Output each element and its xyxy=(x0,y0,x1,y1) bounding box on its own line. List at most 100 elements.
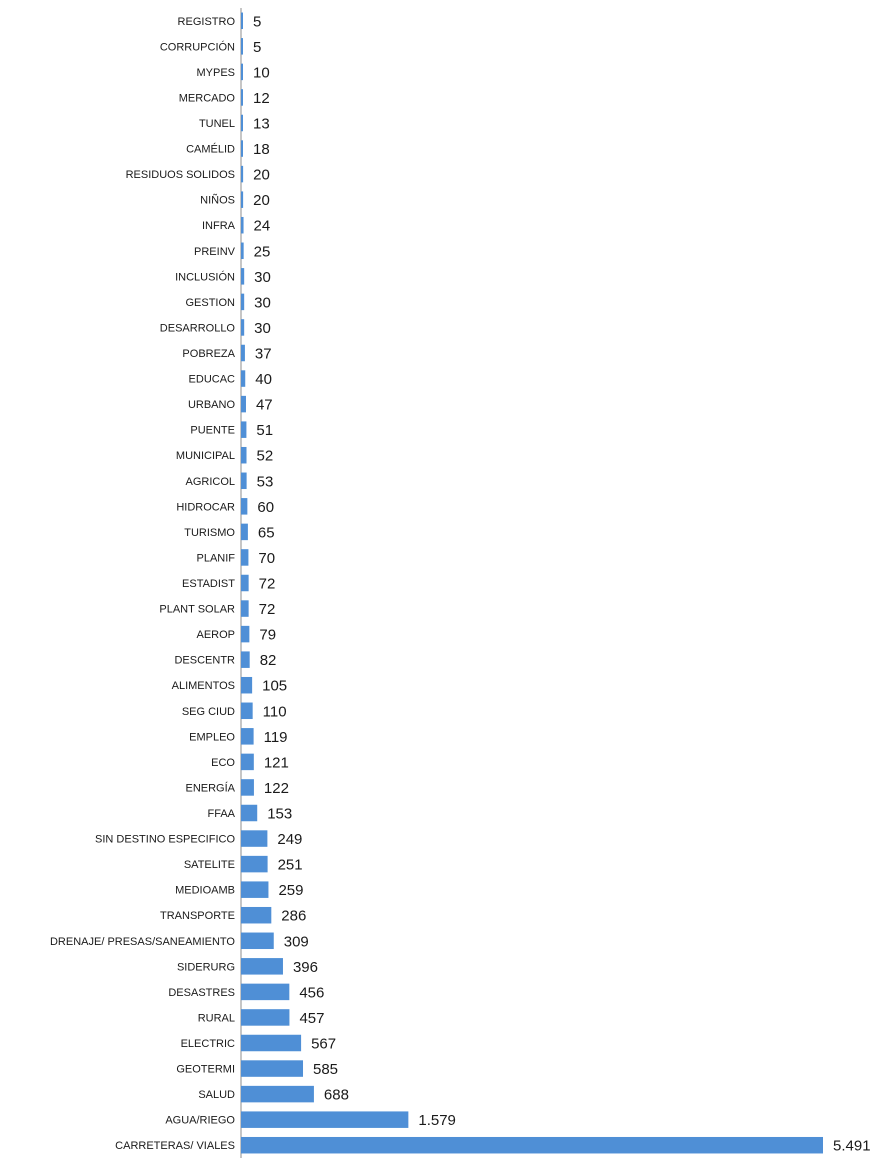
bar xyxy=(241,63,243,81)
value-label: 13 xyxy=(253,116,270,133)
category-label: PLANIF xyxy=(196,552,235,564)
bar xyxy=(241,676,253,694)
bar xyxy=(241,804,258,822)
category-label: AEROP xyxy=(196,629,235,641)
value-label: 30 xyxy=(254,294,271,311)
category-label: GEOTERMI xyxy=(176,1064,235,1076)
category-label: SEG CIUD xyxy=(182,706,235,718)
value-label: 105 xyxy=(262,678,287,695)
value-label: 10 xyxy=(253,64,270,81)
value-label: 72 xyxy=(259,576,276,593)
bar xyxy=(241,446,247,464)
category-label: EDUCAC xyxy=(189,374,236,386)
category-label: GESTION xyxy=(185,297,235,309)
category-label: SATELITE xyxy=(184,859,235,871)
category-label: FFAA xyxy=(207,808,235,820)
bar xyxy=(241,38,243,55)
bar xyxy=(241,114,243,132)
bar xyxy=(241,702,253,720)
category-label: AGUA/RIEGO xyxy=(165,1115,235,1127)
category-label: CARRETERAS/ VIALES xyxy=(115,1140,235,1152)
value-label: 259 xyxy=(278,882,303,899)
bar xyxy=(241,216,244,234)
value-label: 457 xyxy=(299,1010,324,1027)
value-label: 251 xyxy=(278,857,303,874)
value-label: 5 xyxy=(253,13,261,30)
value-label: 122 xyxy=(264,780,289,797)
value-label: 110 xyxy=(263,703,287,720)
category-label: DESASTRES xyxy=(168,987,235,999)
bar xyxy=(241,293,245,311)
bar xyxy=(241,140,243,157)
bar xyxy=(241,523,248,541)
category-label: TURISMO xyxy=(184,527,235,539)
bar xyxy=(241,958,283,975)
category-labels-group: REGISTRO CORRUPCIÓN MYPES MERCADO TUNEL CAMÉL… xyxy=(50,16,236,1152)
value-label: 70 xyxy=(258,550,275,567)
value-label: 82 xyxy=(260,652,277,669)
value-label: 309 xyxy=(284,933,309,950)
bar xyxy=(241,728,254,745)
category-label: RESIDUOS SOLIDOS xyxy=(126,169,235,181)
value-label: 5 xyxy=(253,39,261,56)
category-label: DRENAJE/ PRESAS/SANEAMIENTO xyxy=(50,936,235,948)
category-label: PLANT SOLAR xyxy=(159,604,235,616)
bar xyxy=(241,600,249,617)
value-label: 40 xyxy=(255,371,272,388)
bar xyxy=(241,651,250,668)
value-label: 1.579 xyxy=(418,1112,456,1129)
bar xyxy=(241,881,269,898)
value-label: 53 xyxy=(257,473,274,490)
bar xyxy=(241,344,245,362)
bar xyxy=(241,191,244,208)
bar xyxy=(241,625,250,643)
bar xyxy=(241,830,268,847)
bar xyxy=(241,1136,823,1154)
category-label: EMPLEO xyxy=(189,731,235,743)
category-label: ESTADIST xyxy=(182,578,235,590)
bar xyxy=(241,370,246,387)
bar xyxy=(241,89,243,106)
category-label: INCLUSIÓN xyxy=(175,270,235,283)
value-label: 60 xyxy=(257,499,274,516)
value-labels-group: 5 5 10 12 13 18 20 20 24 25 30 30 30 37 40 47 51 52 53 60 65… xyxy=(253,13,871,1154)
value-label: 37 xyxy=(255,346,272,363)
value-label: 65 xyxy=(258,524,275,541)
category-label: PUENTE xyxy=(190,425,235,437)
value-label: 12 xyxy=(253,90,270,107)
bar xyxy=(241,549,249,566)
bar xyxy=(241,983,290,1001)
value-label: 567 xyxy=(311,1036,336,1053)
category-label: SIDERURG xyxy=(177,961,235,973)
category-label: MERCADO xyxy=(179,92,236,104)
category-label: MUNICIPAL xyxy=(176,450,235,462)
bar xyxy=(241,855,268,873)
bar xyxy=(241,319,245,336)
bar xyxy=(241,932,274,950)
value-label: 24 xyxy=(254,218,271,235)
bar xyxy=(241,395,246,413)
value-label: 286 xyxy=(281,908,306,925)
category-label: INFRA xyxy=(202,220,236,232)
category-label: HIDROCAR xyxy=(176,501,235,513)
category-label: MYPES xyxy=(196,67,235,79)
bar xyxy=(241,1085,314,1103)
bar xyxy=(241,498,248,515)
value-label: 121 xyxy=(264,754,289,771)
bar xyxy=(241,574,249,592)
category-label: MEDIOAMB xyxy=(175,885,235,897)
value-label: 30 xyxy=(254,320,271,337)
value-label: 688 xyxy=(324,1087,349,1104)
bars-group xyxy=(241,12,823,1154)
bar xyxy=(241,421,247,438)
bar xyxy=(241,12,243,30)
category-label: URBANO xyxy=(188,399,236,411)
value-label: 396 xyxy=(293,959,318,976)
value-label: 585 xyxy=(313,1061,338,1078)
value-label: 79 xyxy=(259,627,276,644)
bar xyxy=(241,165,244,183)
category-label: DESARROLLO xyxy=(160,322,236,334)
category-label: ENERGÍA xyxy=(185,781,235,794)
value-label: 30 xyxy=(254,269,271,286)
